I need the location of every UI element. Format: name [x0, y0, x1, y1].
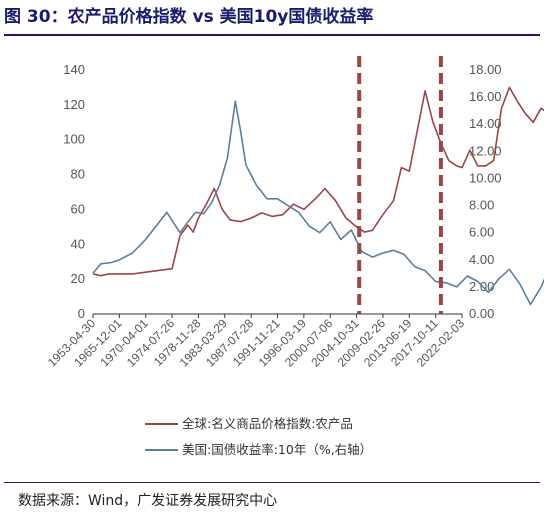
- y-left-tick-label: 100: [63, 132, 85, 147]
- y-right-tick-label: 10.00: [469, 170, 502, 185]
- y-right-tick-label: 6.00: [469, 225, 494, 240]
- legend-label: 美国:国债收益率:10年（%,右轴）: [182, 442, 372, 457]
- y-right-tick-label: 14.00: [469, 116, 502, 131]
- legend-label: 全球:名义商品价格指数:农产品: [182, 416, 353, 431]
- plot-area: 0204060801001201400.002.004.006.008.0010…: [45, 56, 544, 370]
- source-note: 数据来源：Wind，广发证券发展研究中心: [18, 493, 278, 509]
- us10y-yield-line: [92, 100, 544, 306]
- y-left-tick-label: 20: [71, 271, 85, 286]
- y-right-tick-label: 12.00: [469, 143, 502, 158]
- y-right-tick-label: 0.00: [469, 306, 494, 321]
- y-right-tick-label: 16.00: [469, 89, 502, 104]
- y-right-tick-label: 18.00: [469, 62, 502, 77]
- y-right-tick-label: 4.00: [469, 252, 494, 267]
- line-chart: 0204060801001201400.002.004.006.008.0010…: [45, 56, 544, 457]
- y-left-tick-label: 80: [71, 167, 85, 182]
- y-left-tick-label: 140: [63, 62, 85, 77]
- y-left-tick-label: 120: [63, 97, 85, 112]
- y-left-tick-label: 60: [71, 201, 85, 216]
- figure-title: 图 30：农产品价格指数 vs 美国10y国债收益率: [4, 7, 374, 27]
- y-right-tick-label: 8.00: [469, 198, 494, 213]
- title-rule: [4, 34, 540, 36]
- y-left-tick-label: 40: [71, 236, 85, 251]
- source-rule: [4, 482, 540, 483]
- y-left-tick-label: 0: [78, 306, 85, 321]
- agri-price-index-line: [92, 86, 544, 277]
